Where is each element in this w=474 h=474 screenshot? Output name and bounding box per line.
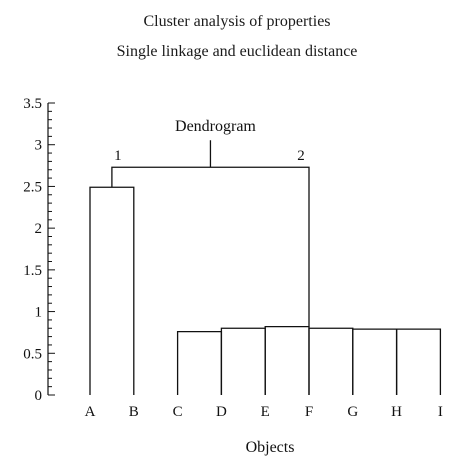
link-h-i [395,328,442,395]
dendrogram-links [89,140,442,395]
x-tick-label-a: A [85,404,96,420]
y-tick-label: 2 [35,221,43,237]
link-f-g [308,327,354,395]
x-axis-title: Objects [246,439,295,456]
link-c-d [176,330,223,395]
x-tick-label-c: C [173,404,183,420]
chart-labels: 0 0.5 1 1.5 2 2.5 3 3.5 A B C D E F G H I Objects 1 2 Dendro… [23,96,443,456]
y-tick-label: 3 [35,138,43,154]
y-tick-label: 0 [35,388,43,404]
x-tick-label-h: H [391,404,402,420]
y-tick-label: 3.5 [23,96,42,112]
x-tick-label-f: F [305,404,313,420]
x-tick-label-i: I [438,404,443,420]
cluster-label-2: 2 [297,148,305,164]
y-tick-label: 1.5 [23,263,42,279]
x-tick-label-d: D [216,404,227,420]
y-tick-label: 2.5 [23,179,42,195]
y-axis [47,102,55,396]
link-d-e [220,327,266,395]
link-g-h [352,328,398,395]
x-tick-label-b: B [129,404,139,420]
link-cluster-1-cluster-2 [111,166,310,327]
cluster-label-1: 1 [114,148,122,164]
x-tick-label-e: E [261,404,270,420]
chart-title: Cluster analysis of properties [143,13,331,30]
x-tick-label-g: G [347,404,358,420]
chart-subtitle: Single linkage and euclidean distance [116,43,358,60]
y-tick-label: 1 [35,305,43,321]
link-a-b [89,186,135,395]
y-tick-label: 0.5 [23,346,42,362]
link-e-f [264,325,310,395]
dendrogram-annotation: Dendrogram [175,118,256,135]
